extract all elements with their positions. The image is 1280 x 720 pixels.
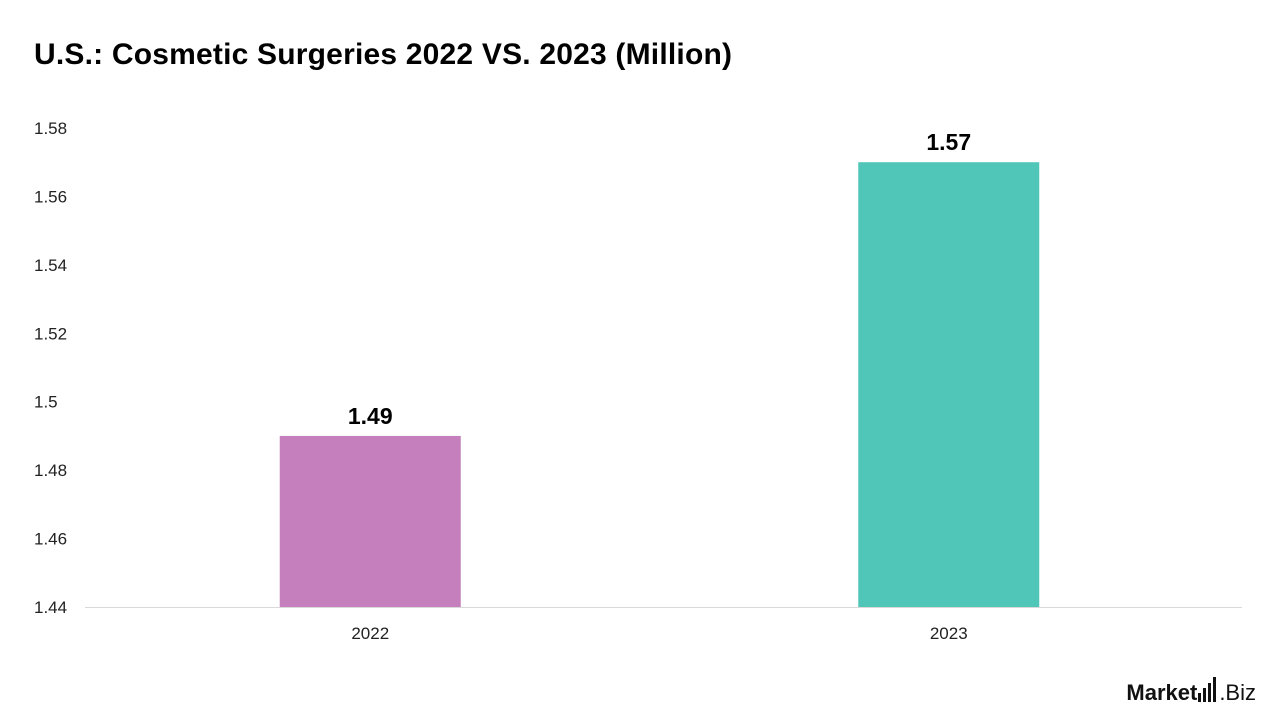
y-tick-label: 1.46	[34, 530, 67, 549]
chart-title: U.S.: Cosmetic Surgeries 2022 VS. 2023 (…	[34, 38, 733, 71]
signal-bars-icon	[1198, 676, 1218, 702]
bars: 1.49 1.57	[279, 129, 1040, 607]
x-tick-label-2023: 2023	[930, 624, 968, 643]
y-tick-label: 1.48	[34, 461, 67, 480]
y-tick-label: 1.44	[34, 598, 67, 617]
data-label-2022: 1.49	[348, 403, 393, 429]
y-tick-label: 1.56	[34, 187, 67, 206]
y-tick-label: 1.58	[34, 119, 67, 138]
marketbiz-logo: Market .Biz	[1126, 676, 1256, 706]
y-tick-label: 1.54	[34, 256, 67, 275]
x-tick-label-2022: 2022	[351, 624, 389, 643]
y-axis: 1.44 1.46 1.48 1.5 1.52 1.54 1.56 1.58	[34, 119, 67, 617]
data-label-2023: 1.57	[926, 129, 971, 155]
logo-wordmark-main: Market	[1126, 680, 1198, 705]
bar-2022	[279, 435, 461, 607]
y-tick-label: 1.5	[34, 393, 58, 412]
bar-2023	[858, 162, 1040, 607]
y-tick-label: 1.52	[34, 324, 67, 343]
x-axis: 2022 2023	[85, 607, 1242, 643]
logo-wordmark-suffix: .Biz	[1219, 680, 1256, 705]
